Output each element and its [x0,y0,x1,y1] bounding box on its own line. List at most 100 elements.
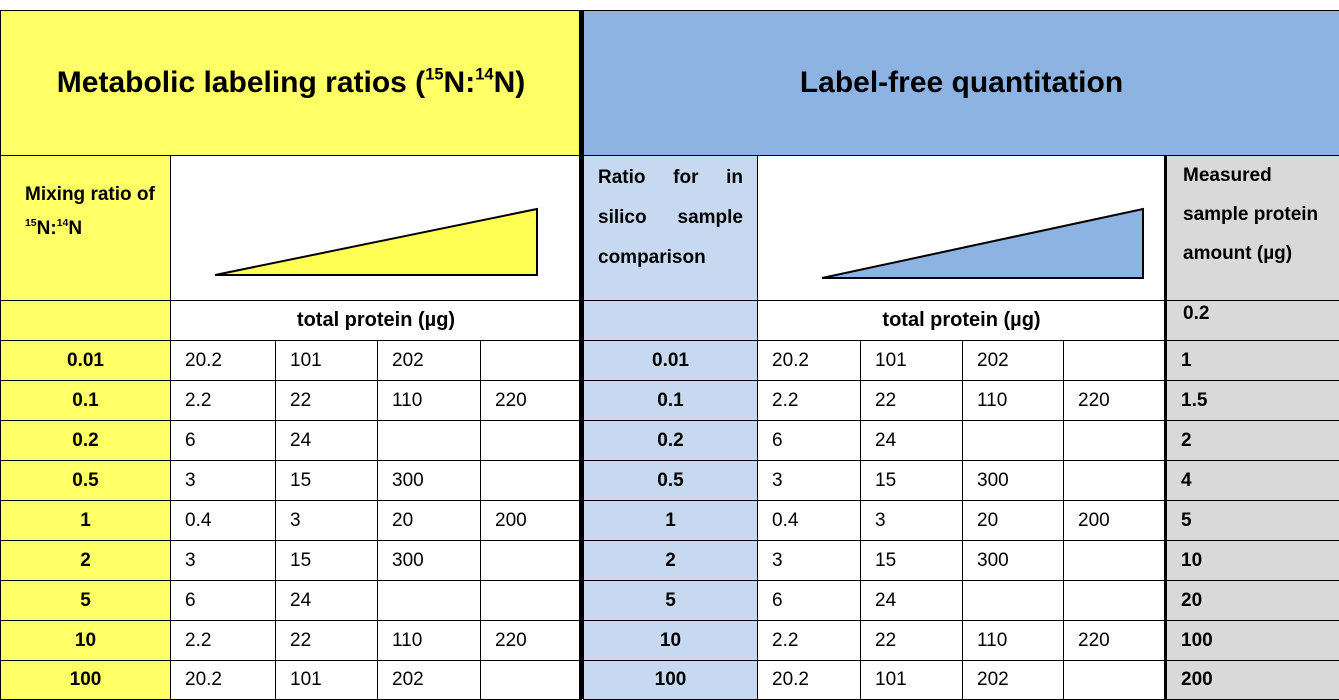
measured-value: 1.5 [1166,380,1339,421]
ratio-value: 0.01 [583,340,758,381]
data-cell [480,420,582,461]
data-cell: 20 [962,500,1064,541]
data-cell [1063,460,1166,501]
measured-value: 4 [1166,460,1339,501]
data-cell: 101 [860,660,963,700]
data-cell [962,420,1064,461]
text-segment: 15 [425,65,444,84]
text-segment: Metabolic labeling ratios ( [56,66,426,99]
data-cell: 200 [480,500,582,541]
text-segment: N: [443,66,476,99]
measured-value: 100 [1166,620,1339,661]
data-cell [1063,340,1166,381]
ratio-value: 5 [583,580,758,621]
ratio-value: 0.2 [0,420,171,461]
ratio-value: 10 [583,620,758,661]
measured-value: 2 [1166,420,1339,461]
left-header: Metabolic labeling ratios (15N:14N) [0,10,582,156]
data-cell: 22 [860,380,963,421]
axis-label: total protein (µg) [170,300,582,341]
data-cell: 6 [757,420,861,461]
data-cell [962,580,1064,621]
data-cell [480,460,582,501]
mixing-label: Mixing ratio of 15N:14N [0,155,171,301]
measured-value: 20 [1166,580,1339,621]
data-cell [480,340,582,381]
data-cell: 3 [757,540,861,581]
data-cell: 300 [962,460,1064,501]
data-cell: 110 [377,620,481,661]
data-cell: 6 [170,580,276,621]
data-cell: 22 [275,380,378,421]
ratio-value: 0.5 [583,460,758,501]
text-segment: N [68,218,83,239]
data-cell: 24 [275,420,378,461]
data-cell [1063,540,1166,581]
data-cell [480,580,582,621]
axis-label: total protein (µg) [757,300,1166,341]
data-cell: 3 [757,460,861,501]
ratio-label: Ratio for in silico sample comparison [583,155,758,301]
data-cell: 2.2 [170,380,276,421]
data-cell: 24 [275,580,378,621]
data-cell: 110 [962,380,1064,421]
data-cell: 15 [860,460,963,501]
ratio-value: 0.1 [0,380,171,421]
data-cell: 202 [962,340,1064,381]
measured-value: 1 [1166,340,1339,381]
ratio-cell [0,300,171,341]
ratio-value: 2 [0,540,171,581]
ratio-value: 0.1 [583,380,758,421]
ratio-value: 100 [0,660,171,700]
data-cell: 220 [1063,380,1166,421]
data-cell: 20.2 [757,660,861,700]
measured-value: 200 [1166,660,1339,700]
data-cell: 15 [275,460,378,501]
data-cell: 2.2 [757,620,861,661]
data-cell: 202 [377,660,481,700]
ratio-value: 0.01 [0,340,171,381]
text-segment: 15 [25,218,37,230]
data-cell: 24 [860,420,963,461]
data-cell: 0.4 [757,500,861,541]
data-cell: 6 [757,580,861,621]
data-cell: 15 [860,540,963,581]
data-cell: 300 [377,460,481,501]
ratio-value: 100 [583,660,758,700]
data-cell: 300 [377,540,481,581]
data-cell [1063,420,1166,461]
data-cell: 220 [1063,620,1166,661]
text-segment: N: [36,218,57,239]
data-cell: 24 [860,580,963,621]
measured-value: 5 [1166,500,1339,541]
ratio-value: 1 [0,500,171,541]
data-cell: 22 [275,620,378,661]
text-segment: N) [493,66,526,99]
data-cell: 101 [275,660,378,700]
data-cell: 110 [962,620,1064,661]
data-cell: 300 [962,540,1064,581]
text-segment: 14 [475,65,494,84]
ramp-cell [170,155,582,301]
ratio-value: 5 [0,580,171,621]
ratio-value: 0.2 [583,420,758,461]
ratio-value: 2 [583,540,758,581]
data-cell: 202 [377,340,481,381]
data-cell [377,420,481,461]
measured-value: 0.2 [1166,300,1339,341]
data-cell: 2.2 [757,380,861,421]
data-cell: 200 [1063,500,1166,541]
data-cell: 110 [377,380,481,421]
data-cell: 20 [377,500,481,541]
data-cell: 101 [275,340,378,381]
data-cell [480,660,582,700]
text-segment: 14 [56,218,69,230]
ratio-value: 1 [583,500,758,541]
ratio-cell [583,300,758,341]
data-cell: 22 [860,620,963,661]
data-cell: 20.2 [757,340,861,381]
data-cell: 101 [860,340,963,381]
data-cell: 6 [170,420,276,461]
data-cell: 15 [275,540,378,581]
